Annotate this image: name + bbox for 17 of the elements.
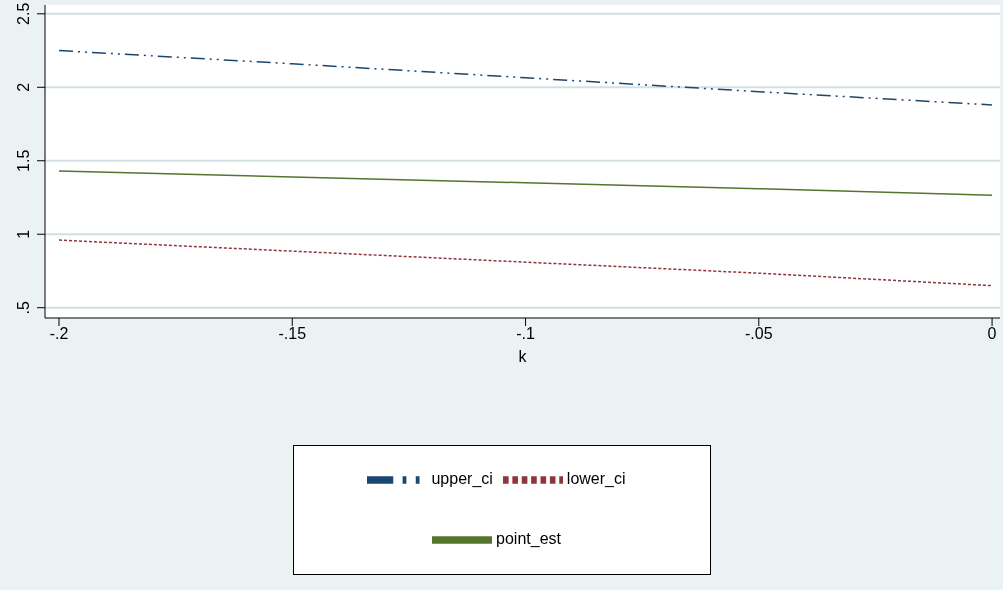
x-tick-label: -.05 [745, 325, 773, 343]
legend-label: lower_ci [566, 470, 626, 488]
line-series [58, 239, 993, 287]
line-series [58, 170, 993, 197]
legend-label: point_est [496, 530, 561, 548]
y-tick-label: 1.5 [15, 149, 32, 172]
legend-label: upper_ci [431, 470, 493, 488]
y-tick-label: 2 [15, 82, 32, 92]
y-tick-label: .5 [15, 300, 32, 315]
x-axis-title: k [518, 348, 528, 365]
y-tick-label: 1 [15, 229, 32, 239]
x-tick-label: -.2 [49, 325, 69, 343]
y-tick-label: 2.5 [15, 2, 32, 25]
x-tick-label: 0 [987, 325, 997, 343]
line-series [58, 49, 993, 106]
x-tick-label: -.1 [516, 325, 535, 343]
x-tick-label: -.15 [278, 325, 307, 343]
